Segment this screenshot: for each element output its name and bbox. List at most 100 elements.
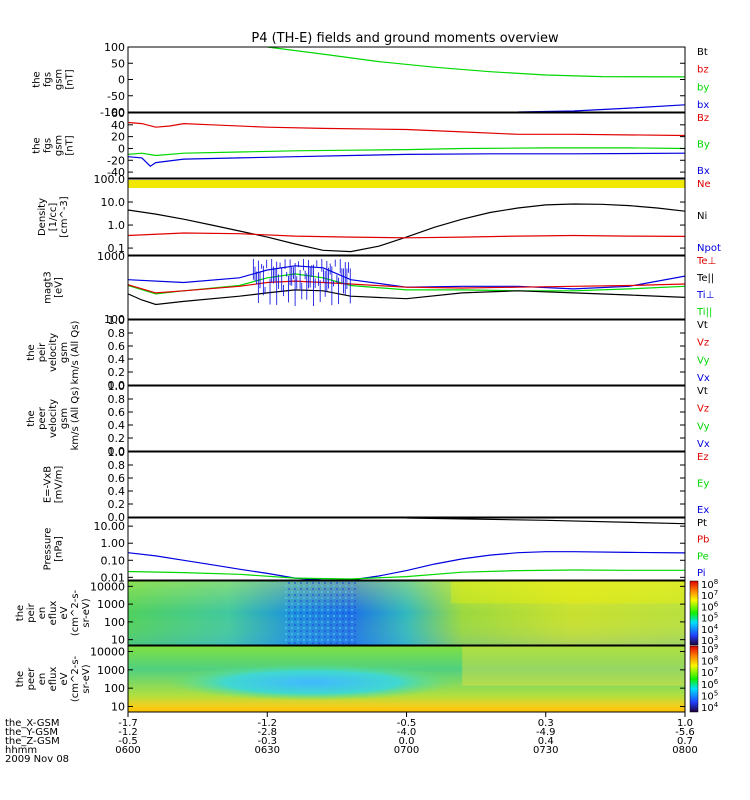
x-tick-label: 0.3 (538, 718, 554, 729)
panel-frame (127, 517, 686, 581)
y-tick-label: 10 (111, 634, 125, 647)
legend-Ti⊥: Ti⊥ (696, 290, 714, 301)
x-tick-label: 0.7 (677, 736, 693, 747)
y-tick-label: 0.8 (108, 459, 126, 472)
y-tick-label: 10 (111, 700, 125, 713)
legend-By: By (697, 140, 710, 151)
y-axis-label: thepeirvelocitygsmkm/s (All Qs) (26, 321, 81, 385)
y-tick-label: -20 (107, 154, 125, 167)
y-tick-label: 1.00 (101, 537, 126, 550)
y-tick-label: 10000 (90, 580, 125, 593)
x-row-label: 2009 Nov 08 (5, 754, 69, 765)
colorbar-tick-label: 104 (701, 701, 719, 714)
series-line-Ni (128, 203, 685, 253)
flag-bar (128, 180, 685, 188)
y-tick-label: 0.0 (108, 511, 126, 524)
y-tick-label: -100 (100, 106, 125, 119)
y-tick-label: 0.4 (108, 485, 126, 498)
y-tick-label: 0.0 (108, 445, 126, 458)
y-tick-label: 40 (111, 119, 125, 132)
x-tick-label: -1.2 (257, 718, 277, 729)
y-tick-label: 0.6 (108, 472, 126, 485)
series-line-Ti|| (128, 273, 685, 295)
y-tick-label: 10.00 (94, 520, 126, 533)
legend-Pe: Pe (697, 551, 709, 562)
y-tick-label: 100 (104, 682, 125, 695)
y-tick-label: 0.0 (108, 379, 126, 392)
colorbar-tick-label: 104 (701, 623, 719, 636)
y-tick-label: 0.10 (101, 554, 126, 567)
panel-density: 100.0 10.0 1.0 0.1 Density[1/cc][cm^-3] Ne Ni N… (37, 173, 721, 256)
panel-frame (127, 112, 686, 179)
y-tick-label: 100.0 (94, 173, 126, 186)
series-line-by (267, 47, 685, 78)
legend-Vx: Vx (697, 373, 710, 384)
legend-Ne: Ne (697, 179, 711, 190)
y-axis-label: Density[1/cc][cm^-3] (37, 196, 70, 237)
series-line-Ti⊥ (128, 265, 685, 290)
y-axis-label: Pressure[nPa] (43, 528, 65, 571)
x-row-label: the_X-GSM (5, 718, 59, 729)
legend-Pt: Pt (697, 518, 707, 529)
colorbar-tick-label: 106 (701, 600, 719, 613)
series-line-Pt (406, 518, 685, 525)
panel-peer_velocity: 1.00.80.60.40.20.0thepeervelocitygsmkm/s… (26, 380, 710, 458)
y-tick-label: 0.4 (108, 353, 126, 366)
panel-frame (127, 319, 686, 386)
y-tick-label: 1000 (97, 250, 125, 263)
series-line-bx (517, 104, 685, 112)
panel-pressure: 10.00 1.00 0.10 0.01 Pressure[nPa] Pt Pb Pe Pi (43, 517, 709, 584)
legend-bx: bx (697, 100, 709, 111)
panel-frame (127, 451, 686, 518)
series-line-Pe (128, 569, 685, 580)
legend-Pb: Pb (697, 535, 709, 546)
legend-Pi: Pi (697, 568, 706, 579)
y-tick-label: 1000 (97, 664, 125, 677)
y-tick-label: 10.0 (101, 196, 126, 209)
series-line-Bz (128, 121, 685, 137)
x-row-label: hhmm (5, 745, 37, 756)
colorbar-tick-label: 108 (701, 655, 718, 668)
y-tick-label: 0 (118, 74, 125, 87)
y-tick-label: 0.2 (108, 366, 126, 379)
colorbar-tick-label: 105 (701, 612, 718, 625)
colorbar-tick-label: 108 (701, 578, 718, 591)
x-tick-label: 0700 (394, 745, 419, 756)
y-axis-label: magt3[eV] (43, 271, 65, 304)
legend-Te||: Te|| (696, 273, 714, 284)
y-tick-label: 1.0 (108, 380, 126, 393)
y-axis-label: thefgsgsm[nT] (32, 135, 76, 156)
x-tick-label: -1.2 (118, 727, 138, 738)
heatmap-high-band (462, 646, 685, 686)
panel-frame (127, 46, 686, 113)
colorbar-tick-label: 106 (701, 678, 719, 691)
legend-Vt: Vt (697, 386, 708, 397)
x-tick-label: 0600 (115, 745, 140, 756)
colorbar-tick-label: 107 (701, 666, 718, 679)
x-tick-label: 0800 (672, 745, 697, 756)
y-tick-label: 0.2 (108, 432, 126, 445)
legend-Vx: Vx (697, 439, 710, 450)
colorbar-tick-label: 105 (701, 689, 718, 702)
y-tick-label: 0 (118, 142, 125, 155)
y-tick-label: 0.1 (108, 242, 126, 255)
colorbar-tick-label: 107 (701, 589, 718, 602)
series-line-Te|| (128, 289, 685, 306)
x-tick-label: -0.5 (118, 736, 138, 747)
legend-Bz: Bz (697, 113, 709, 124)
y-axis-label: thepeervelocitygsmkm/s (All Qs) (26, 387, 81, 451)
x-tick-label: -0.5 (397, 718, 417, 729)
series-line-By (128, 147, 685, 157)
y-tick-label: 100 (104, 313, 125, 326)
legend-Ni: Ni (697, 211, 707, 222)
x-tick-label: 0.4 (538, 736, 554, 747)
x-tick-label: 1.0 (677, 718, 693, 729)
x-tick-label: 0.0 (399, 736, 415, 747)
y-tick-label: 0.8 (108, 327, 126, 340)
y-tick-label: 100 (104, 616, 125, 629)
legend-Npot: Npot (697, 243, 721, 254)
